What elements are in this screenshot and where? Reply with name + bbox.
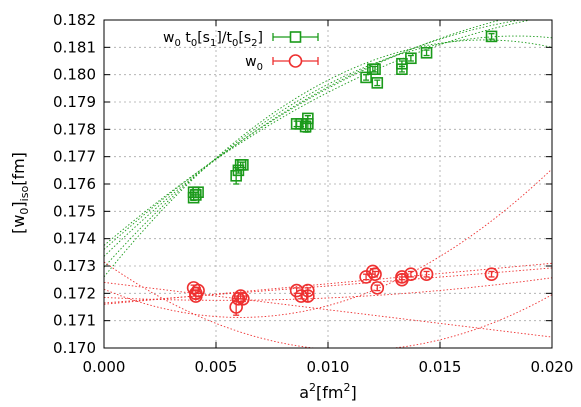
fit-curve	[104, 20, 533, 246]
y-tick-label: 0.170	[53, 339, 96, 357]
y-tick-label: 0.177	[53, 148, 96, 166]
y-tick-label: 0.182	[53, 11, 96, 29]
x-tick-label: 0.015	[419, 358, 462, 376]
y-tick-label: 0.175	[53, 202, 96, 220]
y-tick-label: 0.173	[53, 257, 96, 275]
y-axis-title-sub-iso: iso	[18, 186, 31, 202]
circle-marker	[189, 289, 203, 303]
fit-curve	[104, 35, 552, 268]
y-tick-label: 0.174	[53, 230, 96, 248]
legend-square-marker	[289, 31, 302, 43]
square-marker	[369, 63, 381, 75]
y-axis-title-mid: ]	[9, 201, 28, 207]
y-axis-title: [w0]iso[fm]	[9, 152, 31, 234]
circle-marker	[419, 267, 434, 282]
x-axis-title-close: ]	[351, 383, 357, 402]
fit-curves	[104, 20, 552, 348]
x-axis-title-main: a	[299, 383, 309, 402]
y-tick-label: 0.181	[53, 38, 96, 56]
data-points	[186, 30, 499, 316]
circle-marker	[404, 267, 418, 282]
y-axis-title-open: [w	[9, 215, 28, 234]
square-marker	[371, 77, 384, 89]
y-tick-label: 0.171	[53, 312, 96, 330]
x-axis-title-sup: 2	[309, 381, 316, 394]
circle-marker	[370, 281, 385, 295]
square-marker	[187, 191, 200, 204]
tick-labels: 0.170 0.171 0.172 0.173 0.174 0.175 0.176 0.177…	[53, 11, 573, 376]
x-axis-title-open: [fm	[316, 383, 343, 402]
x-tick-label: 0.005	[195, 358, 238, 376]
square-marker	[485, 30, 498, 43]
square-marker	[420, 46, 433, 59]
circle-marker	[368, 267, 382, 282]
axis-ticks	[103, 19, 553, 349]
y-axis-title-sub0: 0	[18, 208, 31, 215]
circle-marker	[236, 291, 250, 306]
legend: w0 t0[s1]/t0[s2] w0	[163, 30, 319, 73]
fit-curve	[104, 39, 552, 278]
y-tick-label: 0.178	[53, 120, 96, 138]
legend-circle-marker	[288, 54, 303, 68]
y-tick-label: 0.180	[53, 66, 96, 84]
x-axis-title: a2[fm2]	[299, 381, 357, 402]
circle-marker	[484, 267, 499, 282]
square-marker	[237, 159, 249, 171]
x-tick-label: 0.000	[83, 358, 126, 376]
legend-label: w0	[245, 54, 263, 73]
fit-curve	[104, 277, 552, 301]
x-tick-label: 0.020	[531, 358, 574, 376]
y-tick-label: 0.179	[53, 93, 96, 111]
y-tick-label: 0.176	[53, 175, 96, 193]
fit-curve	[104, 267, 552, 304]
y-tick-label: 0.172	[53, 284, 96, 302]
y-axis-title-tail: [fm]	[9, 152, 28, 186]
fit-curve	[104, 20, 503, 250]
circle-marker	[301, 283, 315, 298]
square-marker	[302, 118, 314, 130]
x-axis-title-sup2: 2	[344, 381, 351, 394]
square-marker	[360, 71, 372, 84]
fit-curve	[104, 168, 552, 318]
x-tick-label: 0.010	[307, 358, 350, 376]
square-marker	[405, 52, 417, 65]
legend-label: w0 t0[s1]/t0[s2]	[163, 30, 263, 49]
